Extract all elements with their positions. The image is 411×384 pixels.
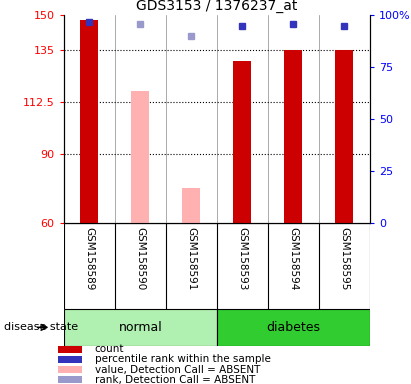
Text: GSM158591: GSM158591 — [186, 227, 196, 290]
Text: disease state: disease state — [4, 322, 78, 333]
Bar — [58, 366, 82, 373]
Text: GSM158594: GSM158594 — [289, 227, 298, 290]
Text: GSM158593: GSM158593 — [237, 227, 247, 290]
Bar — [217, 309, 370, 346]
Bar — [132, 91, 149, 223]
Text: value, Detection Call = ABSENT: value, Detection Call = ABSENT — [95, 365, 260, 375]
Bar — [80, 20, 98, 223]
Text: count: count — [95, 344, 124, 354]
Text: GSM158589: GSM158589 — [84, 227, 94, 290]
Bar — [58, 346, 82, 353]
Bar — [284, 50, 302, 223]
Text: percentile rank within the sample: percentile rank within the sample — [95, 354, 270, 364]
Bar — [182, 188, 200, 223]
Title: GDS3153 / 1376237_at: GDS3153 / 1376237_at — [136, 0, 298, 13]
Bar — [233, 61, 251, 223]
Text: GSM158590: GSM158590 — [135, 227, 145, 290]
Text: GSM158595: GSM158595 — [339, 227, 349, 290]
Text: normal: normal — [118, 321, 162, 334]
Bar — [335, 50, 353, 223]
Text: diabetes: diabetes — [266, 321, 320, 334]
Text: rank, Detection Call = ABSENT: rank, Detection Call = ABSENT — [95, 375, 255, 384]
Bar — [58, 376, 82, 383]
Bar — [58, 356, 82, 363]
Bar — [64, 309, 217, 346]
